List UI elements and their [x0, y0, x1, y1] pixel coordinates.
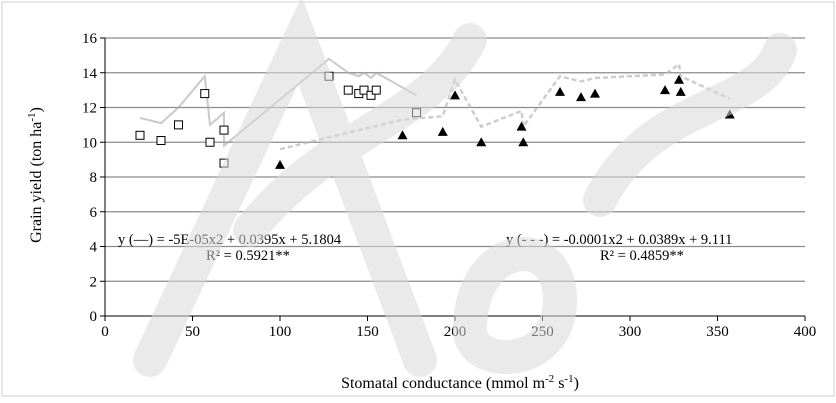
- trendline-solid: [139, 57, 417, 148]
- y-tick-label: 2: [90, 274, 98, 290]
- y-tick-label: 6: [90, 205, 98, 221]
- x-tick-label: 250: [531, 324, 554, 340]
- x-tick-label: 0: [101, 324, 109, 340]
- y-tick-label: 8: [90, 170, 98, 186]
- data-point-square: [200, 89, 210, 99]
- data-point-triangle: [275, 159, 285, 169]
- data-point-square: [371, 85, 381, 95]
- data-point-square: [412, 108, 421, 118]
- data-point-triangle: [724, 109, 735, 119]
- y-tick-labels: 0 2 4 6 8 10 12 14 16: [82, 31, 98, 325]
- data-point-triangle: [675, 86, 686, 96]
- y-tick-label: 4: [90, 240, 98, 256]
- y-tick-label: 0: [90, 309, 98, 325]
- x-tick-label: 200: [444, 324, 467, 340]
- y-axis-label: Grain yield (ton ha-1): [26, 107, 45, 243]
- equation-1: y (—) = -5E-05x2 + 0.0395x + 5.1804: [118, 232, 342, 248]
- x-tick-label: 100: [269, 324, 292, 340]
- x-tick-label: 300: [619, 324, 642, 340]
- x-tick-label: 400: [794, 324, 817, 340]
- r-squared-2: R² = 0.4859**: [600, 248, 684, 264]
- r-squared-1: R² = 0.5921**: [206, 248, 290, 264]
- y-tick-label: 10: [82, 135, 97, 151]
- data-point-triangle: [437, 126, 448, 136]
- data-point-triangle: [518, 137, 529, 147]
- data-point-triangle: [590, 88, 600, 98]
- data-point-triangle: [516, 121, 527, 131]
- data-point-square: [135, 130, 145, 140]
- data-point-square: [219, 158, 229, 168]
- data-point-triangle: [674, 74, 684, 84]
- x-tick-labels: 0 50 100 150 200 250 300 350 400: [101, 324, 816, 340]
- x-tick-label: 350: [706, 324, 729, 340]
- data-point-square: [343, 85, 353, 95]
- equation-2: y (- - -) = -0.0001x2 + 0.0389x + 9.111: [506, 232, 732, 248]
- data-point-square: [205, 137, 215, 147]
- data-point-triangle: [555, 86, 565, 96]
- data-point-square: [156, 136, 166, 146]
- data-point-triangle: [660, 85, 670, 95]
- x-axis-label: Stomatal conductance (mmol m-2 s-1): [341, 373, 579, 392]
- trendline-dashed: [279, 61, 731, 151]
- y-tick-label: 14: [82, 66, 98, 82]
- data-point-triangle: [576, 92, 586, 102]
- y-tick-label: 16: [82, 31, 98, 47]
- data-points: [135, 71, 735, 169]
- x-tick-label: 50: [185, 324, 200, 340]
- data-point-square: [174, 120, 183, 130]
- data-point-triangle: [397, 130, 408, 140]
- y-tick-label: 12: [82, 101, 97, 117]
- data-point-square: [324, 71, 334, 81]
- data-point-square: [219, 125, 229, 135]
- x-tick-label: 150: [356, 324, 379, 340]
